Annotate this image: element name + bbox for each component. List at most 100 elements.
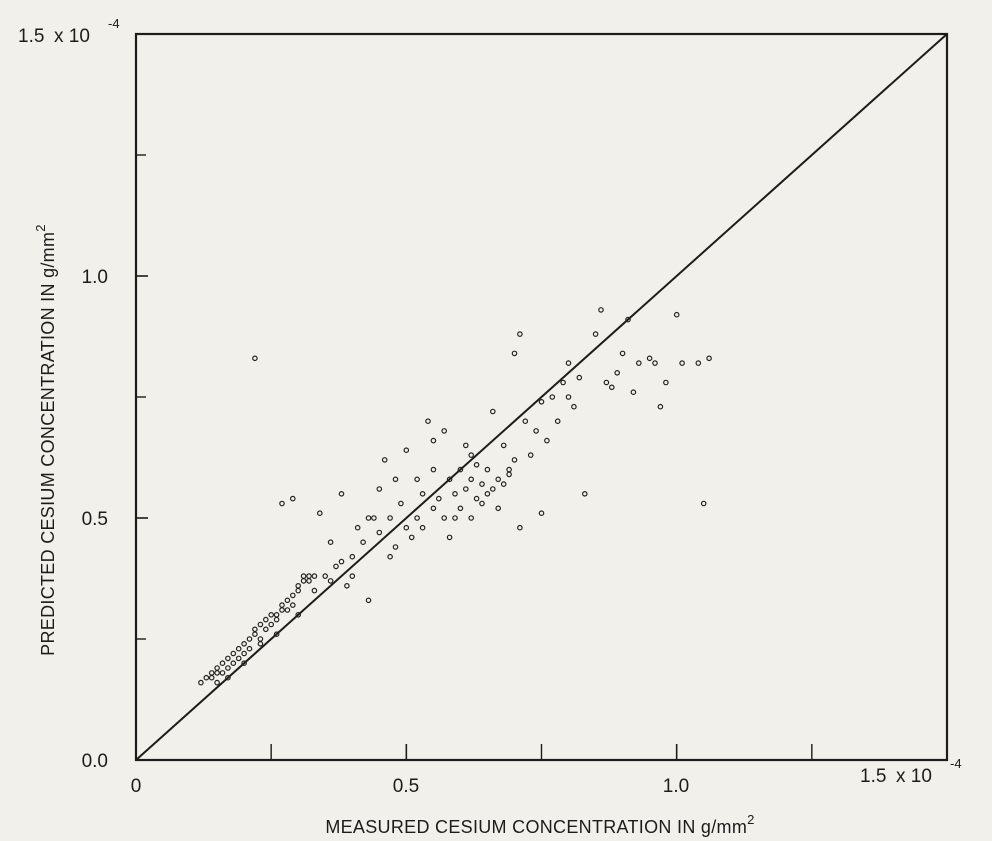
x-tick-labels: 0 0.5 1.0 1.5 x 10 -4 (131, 756, 962, 797)
data-point-0-62 (376, 529, 383, 536)
x-tick-label-2: 1.0 (663, 776, 689, 797)
data-point-0-81 (457, 466, 464, 473)
y-axis-title-superscript: 2 (33, 224, 48, 232)
data-point-0-39 (306, 573, 312, 579)
x-axis-title-text: MEASURED CESIUM CONCENTRATION IN g/mm (325, 817, 747, 837)
data-point-0-30 (284, 607, 291, 613)
data-point-0-48 (289, 495, 296, 502)
data-point-0-18 (252, 631, 258, 638)
data-point-0-126 (630, 389, 637, 396)
data-point-0-133 (679, 360, 685, 366)
data-point-0-34 (295, 587, 302, 594)
data-point-0-87 (473, 495, 480, 502)
data-point-0-96 (495, 505, 502, 512)
data-point-0-71 (419, 490, 426, 497)
data-point-0-88 (473, 461, 480, 468)
data-point-0-22 (262, 626, 269, 633)
y-tick-label-2: 1.0 (82, 267, 108, 288)
data-point-0-23 (262, 616, 269, 623)
data-point-0-145 (392, 476, 399, 483)
data-point-0-115 (565, 394, 572, 400)
data-point-0-98 (500, 481, 507, 487)
data-point-0-61 (371, 515, 377, 521)
x-axis-title: MEASURED CESIUM CONCENTRATION IN g/mm2 (325, 812, 754, 837)
data-point-0-8 (225, 665, 231, 671)
data-point-0-125 (625, 316, 631, 323)
data-point-0-130 (657, 403, 664, 410)
data-point-0-16 (246, 636, 253, 642)
data-point-0-91 (484, 490, 491, 497)
data-point-0-124 (619, 350, 626, 357)
data-point-0-24 (268, 621, 275, 628)
data-point-0-141 (387, 553, 393, 560)
data-point-0-33 (289, 602, 296, 608)
data-point-0-116 (571, 403, 577, 410)
data-point-0-82 (457, 505, 464, 512)
data-point-0-29 (279, 602, 285, 608)
data-point-0-117 (576, 374, 583, 381)
data-point-0-25 (268, 611, 275, 618)
data-point-0-79 (446, 534, 453, 541)
data-point-0-10 (230, 660, 237, 667)
data-point-0-15 (241, 640, 247, 647)
data-point-0-36 (300, 578, 307, 584)
data-point-0-9 (225, 655, 231, 662)
data-point-0-85 (468, 476, 475, 483)
data-point-0-0 (198, 679, 204, 686)
data-points (198, 307, 712, 686)
x-axis-title-superscript: 2 (747, 812, 755, 827)
data-point-0-83 (462, 442, 469, 449)
data-point-0-118 (581, 490, 588, 497)
data-point-0-147 (327, 578, 334, 584)
data-point-0-44 (257, 640, 264, 647)
x-scale-multiplier: x 10 (896, 766, 932, 787)
data-point-0-56 (344, 582, 350, 589)
data-point-0-5 (214, 665, 220, 671)
data-point-0-2 (208, 670, 215, 676)
data-point-0-146 (365, 515, 372, 521)
data-point-0-37 (300, 573, 307, 579)
data-point-0-74 (430, 466, 437, 473)
data-point-0-97 (500, 442, 507, 449)
data-point-0-112 (554, 418, 561, 425)
data-point-0-95 (495, 476, 502, 483)
data-point-0-70 (414, 515, 420, 521)
data-point-0-114 (565, 360, 572, 366)
y-axis-title-text: PREDICTED CESIUM CONCENTRATION IN g/mm (38, 232, 58, 656)
data-point-0-93 (489, 486, 496, 492)
x-tick-label-0: 0 (131, 776, 142, 797)
data-point-0-123 (614, 369, 621, 376)
data-point-0-77 (441, 515, 448, 521)
minor-ticks (136, 154, 813, 760)
data-point-0-108 (538, 398, 545, 405)
data-point-0-107 (533, 428, 539, 434)
data-point-0-51 (316, 510, 323, 517)
x-tick-label-1: 0.5 (393, 776, 419, 797)
data-point-0-32 (289, 592, 296, 599)
data-point-0-72 (425, 418, 431, 425)
data-point-0-101 (511, 457, 518, 463)
data-point-0-6 (219, 670, 226, 676)
data-point-0-59 (360, 539, 366, 546)
data-point-0-42 (225, 674, 231, 681)
data-point-0-41 (214, 679, 220, 686)
data-point-0-31 (284, 597, 291, 604)
data-point-0-94 (489, 408, 496, 415)
data-point-0-57 (349, 553, 356, 560)
data-point-0-128 (646, 355, 653, 362)
y-scale-multiplier: x 10 (54, 26, 90, 47)
data-point-0-110 (544, 437, 550, 444)
data-point-0-129 (652, 360, 658, 366)
y-tick-labels: 0.0 0.5 1.0 1.5 x 10 -4 (18, 16, 120, 772)
data-point-0-49 (295, 611, 302, 618)
data-point-0-137 (376, 486, 383, 492)
data-point-0-43 (241, 660, 247, 667)
data-point-0-21 (257, 621, 264, 628)
data-point-0-64 (387, 515, 393, 521)
data-point-0-100 (506, 466, 512, 473)
x-tick-label-3: 1.5 (860, 766, 886, 787)
data-point-0-119 (592, 331, 599, 337)
data-point-0-68 (408, 534, 415, 541)
data-point-0-144 (468, 452, 475, 458)
data-point-0-99 (506, 471, 512, 478)
